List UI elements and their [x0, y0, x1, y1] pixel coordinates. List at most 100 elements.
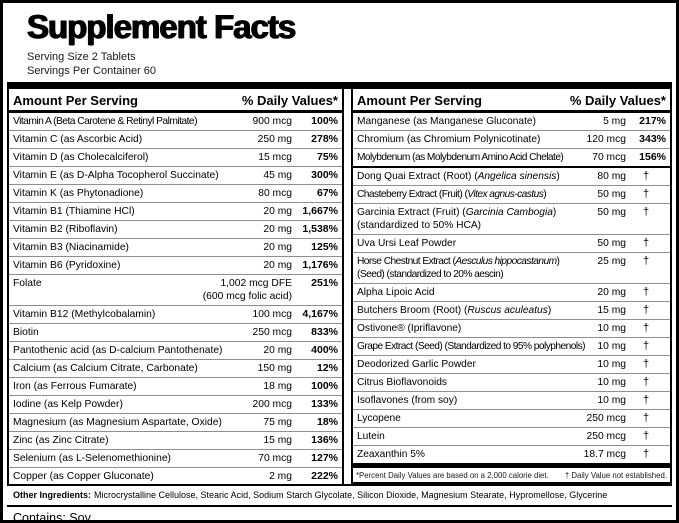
daily-value: † [642, 321, 650, 334]
ingredient-amount: 50 mg [597, 237, 626, 249]
table-row: Vitamin B3 (Niacinamide) 20 mg 125% [9, 237, 342, 256]
daily-value: 4,167% [302, 307, 338, 320]
ingredient-amount: 2 mg [269, 470, 292, 482]
table-row: Garcinia Extract (Fruit) (Garcinia Cambo… [353, 202, 670, 234]
ingredient-amount: 250 mcg [252, 326, 293, 338]
ingredient-amount: 15 mg [263, 434, 292, 446]
ingredient-amount: 80 mcg [258, 187, 292, 199]
page-title: Supplement Facts [27, 8, 296, 45]
daily-value: 217% [639, 114, 666, 127]
ingredient-name: Vitamin B6 (Pyridoxine) [13, 259, 121, 271]
ingredient-name: Horse Chestnut Extract (Aesculus hippoca… [357, 255, 560, 280]
ingredient-name: Pantothenic acid (as D-calcium Pantothen… [13, 344, 223, 356]
ingredient-name: Zinc (as Zinc Citrate) [13, 434, 109, 446]
table-row: Vitamin C (as Ascorbic Acid) 250 mg 278% [9, 129, 342, 148]
ingredient-name: Vitamin B3 (Niacinamide) [13, 241, 129, 253]
ingredient-amount: 1,002 mcg DFE (600 mcg folic acid) [202, 277, 292, 302]
daily-value: 400% [311, 343, 338, 356]
ingredient-name: Vitamin B2 (Riboflavin) [13, 223, 118, 235]
ingredient-name: Zeaxanthin 5% [357, 448, 425, 460]
ingredient-amount: 50 mg [597, 188, 626, 200]
dagger-footnote: † Daily Value not established. [564, 470, 667, 480]
ingredient-amount: 150 mg [257, 362, 292, 374]
table-row: Pantothenic acid (as D-calcium Pantothen… [9, 340, 342, 359]
ingredient-amount: 75 mg [263, 416, 292, 428]
table-row: Uva Ursi Leaf Powder 50 mg † [353, 233, 670, 252]
daily-value: 75% [316, 150, 338, 163]
daily-value: 67% [316, 186, 338, 199]
ingredient-name: Copper (as Copper Gluconate) [13, 470, 154, 482]
percent-dv-footnote: *Percent Daily Values are based on a 2,0… [356, 470, 549, 480]
table-row: Vitamin B12 (Methylcobalamin) 100 mcg 4,16… [9, 304, 342, 323]
ingredient-name: Iodine (as Kelp Powder) [13, 398, 123, 410]
ingredient-amount: 10 mg [597, 358, 626, 370]
table-row: Iodine (as Kelp Powder) 200 mcg 133% [9, 394, 342, 413]
ingredient-amount: 20 mg [263, 241, 292, 253]
ingredient-name: Deodorized Garlic Powder [357, 358, 476, 370]
ingredient-amount: 25 mg [597, 255, 626, 267]
divider-bar [7, 81, 672, 89]
table-row: Iron (as Ferrous Fumarate) 18 mg 100% [9, 376, 342, 395]
ingredient-amount: 20 mg [263, 223, 292, 235]
daily-value: 1,176% [302, 258, 338, 271]
daily-value: 278% [311, 132, 338, 145]
daily-value: † [642, 429, 650, 442]
ingredient-name: Lutein [357, 430, 385, 442]
table-row: Zeaxanthin 5% 18.7 mcg † [353, 444, 670, 463]
daily-value: † [642, 375, 650, 388]
table-row: Grape Extract (Seed) (Standardized to 95… [353, 336, 670, 355]
daily-value: † [642, 254, 650, 267]
daily-value: 300% [311, 168, 338, 181]
ingredient-name: Dong Quai Extract (Root) (Angelica sinen… [357, 170, 560, 182]
daily-value: † [642, 393, 650, 406]
ingredient-amount: 100 mcg [252, 308, 293, 320]
other-ingredients: Other Ingredients: Microcrystalline Cellu… [7, 486, 672, 505]
table-row: Lycopene 250 mcg † [353, 408, 670, 427]
daily-value: † [642, 236, 650, 249]
ingredient-name: Butchers Broom (Root) (Ruscus aculeatus) [357, 304, 552, 316]
table-row: Calcium (as Calcium Citrate, Carbonate) 1… [9, 358, 342, 377]
rows: Manganese (as Manganese Gluconate) 5 mg 21… [353, 113, 670, 463]
ingredient-name: Selenium (as L-Selenomethionine) [13, 452, 171, 464]
column-footer: *Percent Daily Values are based on a 2,0… [353, 462, 670, 484]
table-row: Vitamin B6 (Pyridoxine) 20 mg 1,176% [9, 255, 342, 274]
table-row: Ostivone® (Ipriflavone) 10 mg † [353, 318, 670, 337]
table-row: Folate 1,002 mcg DFE (600 mcg folic acid)… [9, 273, 342, 305]
ingredient-name: Uva Ursi Leaf Powder [357, 237, 457, 249]
label-header: Supplement Facts Serving Size 2 Tablets … [7, 6, 672, 78]
ingredient-amount: 250 mg [257, 133, 292, 145]
ingredient-amount: 50 mg [597, 206, 626, 218]
servings-per-container: Servings Per Container 60 [27, 64, 157, 77]
ingredient-name: Alpha Lipoic Acid [357, 286, 435, 298]
ingredient-amount: 900 mcg [252, 115, 293, 127]
daily-value: 136% [311, 433, 338, 446]
ingredient-amount: 10 mg [597, 340, 626, 352]
other-ingredients-text: Microcrystalline Cellulose, Stearic Acid… [94, 490, 608, 501]
table-row: Molybdenum (as Molybdenum Amino Acid Che… [353, 147, 670, 166]
amount-per-serving-header: Amount Per Serving [13, 92, 138, 108]
daily-value: 127% [311, 451, 338, 464]
ingredient-name: Biotin [13, 326, 39, 338]
ingredient-name: Molybdenum (as Molybdenum Amino Acid Che… [357, 151, 564, 163]
ingredient-amount: 120 mcg [586, 133, 627, 145]
table-row: Vitamin E (as D-Alpha Tocopherol Succina… [9, 165, 342, 184]
ingredient-amount: 15 mcg [258, 151, 292, 163]
ingredient-amount: 80 mg [597, 170, 626, 182]
daily-value: † [642, 187, 650, 200]
table-row: Alpha Lipoic Acid 20 mg † [353, 282, 670, 301]
table-row: Citrus Bioflavonoids 10 mg † [353, 372, 670, 391]
ingredient-name: Magnesium (as Magnesium Aspartate, Oxide… [13, 416, 222, 428]
table-row: Chromium (as Chromium Polynicotinate) 120… [353, 129, 670, 148]
ingredient-amount: 18 mg [263, 380, 292, 392]
table-row: Vitamin A (Beta Carotene & Retinyl Palmi… [9, 113, 342, 130]
table-row: Horse Chestnut Extract (Aesculus hippoca… [353, 251, 670, 283]
ingredient-amount: 250 mcg [586, 430, 627, 442]
ingredient-name: Garcinia Extract (Fruit) (Garcinia Cambo… [357, 206, 557, 231]
ingredient-amount: 200 mcg [252, 398, 293, 410]
ingredient-name: Vitamin D (as Cholecalciferol) [13, 151, 149, 163]
daily-value: 343% [639, 132, 666, 145]
daily-value: 18% [316, 415, 338, 428]
daily-value: † [642, 285, 650, 298]
ingredient-name: Citrus Bioflavonoids [357, 376, 448, 388]
